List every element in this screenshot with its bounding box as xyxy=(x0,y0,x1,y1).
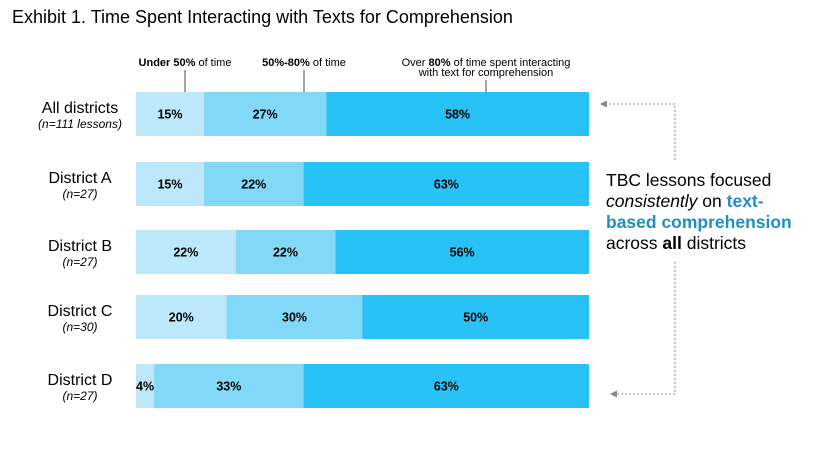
bar-data-label: 58% xyxy=(445,108,470,122)
annotation-text-part: across xyxy=(606,233,662,253)
legend-entry-under-50: Under 50% of time xyxy=(139,57,232,69)
bar-data-label: 20% xyxy=(169,311,194,325)
annotation-text-part: consistently xyxy=(606,191,699,211)
annotation-text-part: text- xyxy=(727,191,764,211)
category-note: (n=27) xyxy=(62,255,97,269)
bar-data-label: 56% xyxy=(450,246,475,260)
bar-data-label: 15% xyxy=(157,178,182,192)
text-part: with text for comprehension xyxy=(418,67,554,79)
text-part: of time xyxy=(195,57,231,69)
bar-data-label: 50% xyxy=(463,311,488,325)
bar-data-label: 30% xyxy=(282,311,307,325)
chart-title: Exhibit 1. Time Spent Interacting with T… xyxy=(12,7,513,27)
category-label: District A xyxy=(48,170,111,187)
category-label: District C xyxy=(48,303,113,320)
text-part: 80% xyxy=(429,57,451,69)
text-part: of time xyxy=(310,57,346,69)
annotation-line: across all districts xyxy=(606,233,746,253)
annotation-line: consistently on text- xyxy=(606,191,764,211)
bar-segment xyxy=(136,295,227,339)
bar-segment xyxy=(226,295,363,339)
category-note: (n=27) xyxy=(62,389,97,403)
annotation-line: TBC lessons focused xyxy=(606,170,771,190)
arrowhead-upper xyxy=(600,100,607,108)
bar-segment xyxy=(303,162,589,206)
category-note: (n=30) xyxy=(62,320,97,334)
category-label: All districts xyxy=(42,100,118,117)
text-part: 50%-80% xyxy=(262,57,310,69)
connector-lower xyxy=(616,262,676,395)
bar-data-label: 63% xyxy=(434,178,459,192)
legend-entry-50-80: 50%-80% of time xyxy=(262,57,346,69)
bar-segment xyxy=(136,230,236,274)
annotation-text-part: all xyxy=(662,233,681,253)
bar-data-label: 63% xyxy=(434,380,459,394)
bar-data-label: 22% xyxy=(173,246,198,260)
legend: Under 50% of time 50%-80% of time Over 80%… xyxy=(139,57,571,92)
bar-segment xyxy=(136,92,204,136)
bar-segment xyxy=(203,92,327,136)
category-labels: All districts(n=111 lessons)District A(n… xyxy=(38,100,122,403)
bar-segment xyxy=(335,230,589,274)
text-part: of time spent interacting xyxy=(451,57,571,69)
arrowhead-lower xyxy=(610,390,617,398)
bar-segment xyxy=(203,162,304,206)
annotation-text-part: TBC lessons focused xyxy=(606,170,771,190)
bar-segment xyxy=(154,364,304,408)
annotation-connector xyxy=(600,100,676,398)
bar-data-label: 4% xyxy=(136,380,154,394)
text-part: Over xyxy=(402,57,429,69)
bar-segment xyxy=(362,295,589,339)
annotation-text-part: based comprehension xyxy=(606,212,792,232)
bar-segment xyxy=(326,92,589,136)
bar-data-label: 33% xyxy=(216,380,241,394)
bar-data-label: 22% xyxy=(273,246,298,260)
bar-segment xyxy=(136,364,155,408)
annotation-text-part: on xyxy=(697,191,726,211)
annotation-line: based comprehension xyxy=(606,212,792,232)
bar-segment xyxy=(136,162,204,206)
annotation-text-part: districts xyxy=(682,233,746,253)
legend-entry-over-80-line: with text for comprehension xyxy=(418,67,554,79)
bar-data-label: 27% xyxy=(253,108,278,122)
bar-segment xyxy=(235,230,336,274)
bar-data-label: 15% xyxy=(157,108,182,122)
bars: 15% 27% 58% 15% 22% 63% 22% 22% 56% 20% 30% 50% 4% 33… xyxy=(136,92,589,408)
connector-upper xyxy=(605,103,676,162)
text-part: Under 50% xyxy=(139,57,196,69)
category-note: (n=27) xyxy=(62,187,97,201)
category-note: (n=111 lessons) xyxy=(38,117,122,131)
category-label: District B xyxy=(48,238,112,255)
category-label: District D xyxy=(48,372,113,389)
legend-entry-over-80-line: Over 80% of time spent interacting xyxy=(402,57,571,69)
bar-segment xyxy=(303,364,589,408)
bar-data-label: 22% xyxy=(241,178,266,192)
